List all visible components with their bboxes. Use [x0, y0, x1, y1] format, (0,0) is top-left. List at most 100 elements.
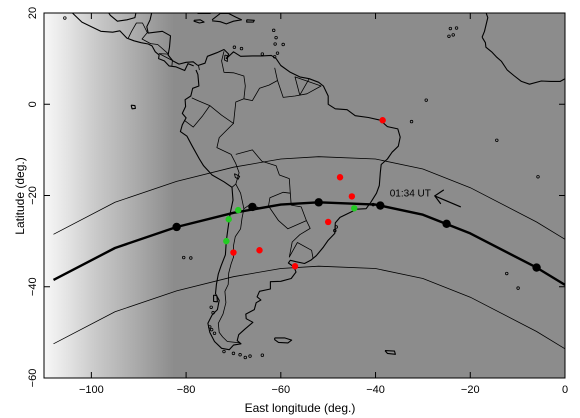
- coastline-south-georgia: [384, 350, 396, 355]
- path-marker: [376, 201, 385, 210]
- islet: [536, 175, 540, 179]
- islet: [238, 353, 242, 357]
- x-tick-label: −20: [461, 384, 480, 396]
- direction-arrow-head: [433, 189, 445, 205]
- islet: [495, 138, 499, 142]
- islet: [424, 98, 428, 102]
- islet: [189, 256, 193, 260]
- x-tick-label: 0: [562, 384, 568, 396]
- border-ecuador-peru: [183, 105, 211, 128]
- station-red: [348, 193, 356, 200]
- path-north-limit: [53, 156, 565, 240]
- direction-arrow-shaft: [434, 195, 462, 208]
- islet: [248, 354, 252, 358]
- islet: [239, 46, 244, 51]
- station-green: [351, 205, 358, 212]
- border-chile-argentina: [217, 208, 245, 344]
- islet: [333, 228, 337, 233]
- border-colombia-venezuela: [221, 51, 246, 99]
- coastline-malvinas: [274, 337, 293, 344]
- x-tick-label: −100: [79, 384, 104, 396]
- islet: [274, 35, 278, 40]
- islet: [231, 351, 236, 356]
- coastline-puerto-rico: [246, 19, 255, 23]
- coastline-north-africa: [481, 13, 489, 38]
- time-label: 01:34 UT: [390, 188, 431, 199]
- coastline-africa: [481, 36, 565, 85]
- border-panama-colombia: [198, 64, 200, 71]
- path-marker: [442, 219, 451, 228]
- station-red: [336, 174, 344, 181]
- islet: [273, 42, 277, 46]
- islet: [212, 331, 217, 335]
- islet: [281, 42, 285, 47]
- lake-titicaca: [233, 173, 241, 180]
- islet: [272, 55, 277, 59]
- axes-layer: −100 −80 −60 −40 −20 0 20 0 −20 −40 −60: [27, 7, 568, 396]
- coastline-south-america: [179, 48, 401, 351]
- station-green: [234, 206, 242, 214]
- path-south-limit: [53, 265, 565, 350]
- islet: [334, 225, 338, 229]
- islet: [208, 325, 212, 329]
- y-tick-label: −60: [27, 369, 39, 388]
- islet: [209, 327, 214, 332]
- islet: [516, 286, 520, 290]
- path-marker: [248, 202, 257, 212]
- islet: [182, 255, 186, 260]
- y-tick-label: 20: [27, 7, 39, 19]
- border-central-america-borders: [127, 22, 173, 66]
- islet: [260, 52, 265, 56]
- coastline-cuba: [196, 13, 213, 15]
- islet: [451, 33, 455, 37]
- border-peru-brazil-bolivia: [216, 123, 240, 188]
- border-venezuela-brazil: [243, 67, 278, 101]
- islet: [209, 305, 213, 309]
- x-tick-label: −80: [177, 384, 196, 396]
- x-tick-label: −40: [366, 384, 385, 396]
- border-guyanas: [277, 76, 322, 98]
- islet: [505, 271, 509, 276]
- station-red: [291, 263, 299, 270]
- station-red: [230, 249, 237, 256]
- islet: [272, 28, 276, 33]
- islet: [63, 16, 67, 20]
- islet: [448, 26, 453, 31]
- x-axis-label: East longitude (deg.): [245, 401, 356, 415]
- y-tick-label: 0: [27, 101, 39, 107]
- islet: [454, 26, 459, 30]
- station-green: [225, 216, 232, 223]
- islet: [214, 6, 217, 9]
- islet: [409, 119, 414, 124]
- islet: [243, 355, 247, 360]
- coastline-jamaica: [193, 19, 205, 24]
- border-bolivia-brazil: [235, 149, 291, 210]
- map-layer: 01:34 UT: [52, 3, 565, 382]
- path-marker: [532, 263, 541, 272]
- y-tick-label: −40: [27, 277, 39, 296]
- coastline-central-america: [71, 13, 199, 72]
- station-red: [324, 218, 332, 226]
- x-tick-label: −60: [271, 384, 290, 396]
- station-green: [223, 237, 230, 245]
- y-axis-label: Latitude (deg.): [13, 157, 27, 234]
- coastline-chiloe: [213, 294, 218, 303]
- station-red: [379, 117, 386, 124]
- coastline-south-orkney: [347, 380, 354, 382]
- islet: [222, 349, 226, 354]
- border-argentina-brazil-uruguay: [288, 220, 314, 259]
- path-marker: [172, 222, 181, 232]
- station-red: [256, 247, 263, 254]
- lake-maracaibo: [224, 54, 229, 63]
- path-marker: [314, 198, 323, 207]
- islet: [221, 3, 224, 6]
- coastline-galapagos: [130, 104, 136, 110]
- border-colombia-peru-brazil: [191, 97, 245, 124]
- islet: [232, 45, 237, 49]
- islet: [260, 353, 265, 357]
- islet: [447, 34, 451, 38]
- islet: [211, 311, 215, 315]
- islet: [275, 51, 280, 55]
- y-tick-label: −20: [27, 186, 39, 205]
